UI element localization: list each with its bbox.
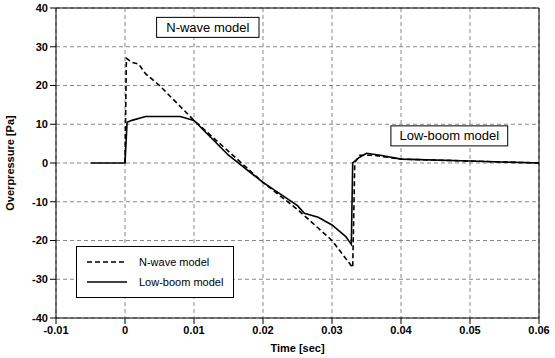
svg-text:Overpressure [Pa]: Overpressure [Pa] [4,115,16,211]
svg-text:-10: -10 [32,196,48,208]
html-text:N-wave model: N-wave model [139,256,210,268]
svg-text:-20: -20 [32,234,48,246]
svg-text:0.05: 0.05 [459,324,480,336]
svg-text:20: 20 [36,79,48,91]
svg-text:0.06: 0.06 [528,324,549,336]
svg-text:30: 30 [36,41,48,53]
svg-text:40: 40 [36,2,48,14]
svg-text:0.01: 0.01 [183,324,204,336]
svg-text:-30: -30 [32,273,48,285]
html-text:Low-boom model: Low-boom model [139,276,224,288]
svg-text:Low-boom model: Low-boom model [399,128,499,143]
svg-text:-0.01: -0.01 [43,324,68,336]
svg-text:0: 0 [42,157,48,169]
svg-text:Time [sec]: Time [sec] [270,342,325,354]
svg-text:-40: -40 [32,312,48,324]
svg-text:0.04: 0.04 [390,324,412,336]
svg-text:N-wave model: N-wave model [166,20,249,35]
svg-text:10: 10 [36,118,48,130]
svg-text:0: 0 [122,324,128,336]
svg-text:0.02: 0.02 [252,324,273,336]
svg-text:0.03: 0.03 [321,324,342,336]
